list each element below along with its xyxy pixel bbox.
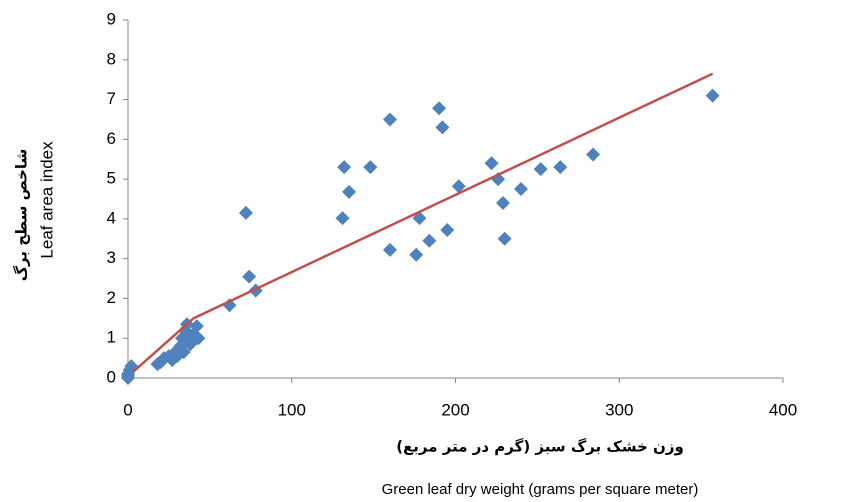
data-point (553, 160, 568, 175)
x-axis-label: Green leaf dry weight (grams per square … (382, 481, 699, 498)
x-tick-label: 200 (441, 400, 469, 419)
y-axis-label: Leaf area index (37, 141, 56, 259)
data-point (440, 223, 455, 238)
data-point (497, 231, 512, 246)
data-point (514, 182, 528, 197)
data-point (238, 205, 253, 220)
data-point (586, 147, 601, 162)
y-tick-label: 6 (107, 129, 116, 148)
y-tick-label: 4 (107, 208, 116, 227)
x-tick-label: 100 (278, 400, 306, 419)
data-point (533, 162, 548, 177)
x-tick-label: 0 (123, 400, 132, 419)
x-tick-label: 400 (769, 400, 797, 419)
data-point (435, 120, 450, 135)
data-point (189, 319, 204, 334)
data-point (495, 195, 510, 210)
data-point (176, 345, 191, 360)
y-axis-label: شاخص سطح برگ (13, 149, 31, 282)
data-point (186, 333, 201, 348)
data-point (409, 247, 424, 262)
y-tick-label: 1 (107, 328, 116, 347)
y-tick-label: 5 (107, 169, 116, 188)
y-tick-label: 0 (107, 367, 116, 386)
data-point (363, 160, 378, 175)
y-tick-label: 9 (107, 9, 116, 28)
data-point (705, 88, 720, 103)
data-point (383, 242, 397, 257)
data-point (342, 184, 357, 199)
data-point (383, 112, 397, 127)
y-tick-label: 7 (107, 89, 116, 108)
data-point (337, 160, 352, 175)
x-axis-label: وزن خشک برگ سبز (گرم در متر مربع) (396, 438, 684, 456)
data-point (484, 156, 499, 171)
x-tick-label: 300 (605, 400, 633, 419)
data-point (242, 269, 257, 284)
data-point (432, 101, 447, 116)
data-point (451, 179, 466, 194)
y-tick-label: 3 (107, 248, 116, 267)
data-point (121, 371, 135, 385)
data-point (422, 233, 437, 248)
y-tick-label: 2 (107, 288, 116, 307)
y-tick-label: 8 (107, 49, 116, 68)
trend-line (132, 72, 714, 373)
data-point (335, 211, 350, 226)
